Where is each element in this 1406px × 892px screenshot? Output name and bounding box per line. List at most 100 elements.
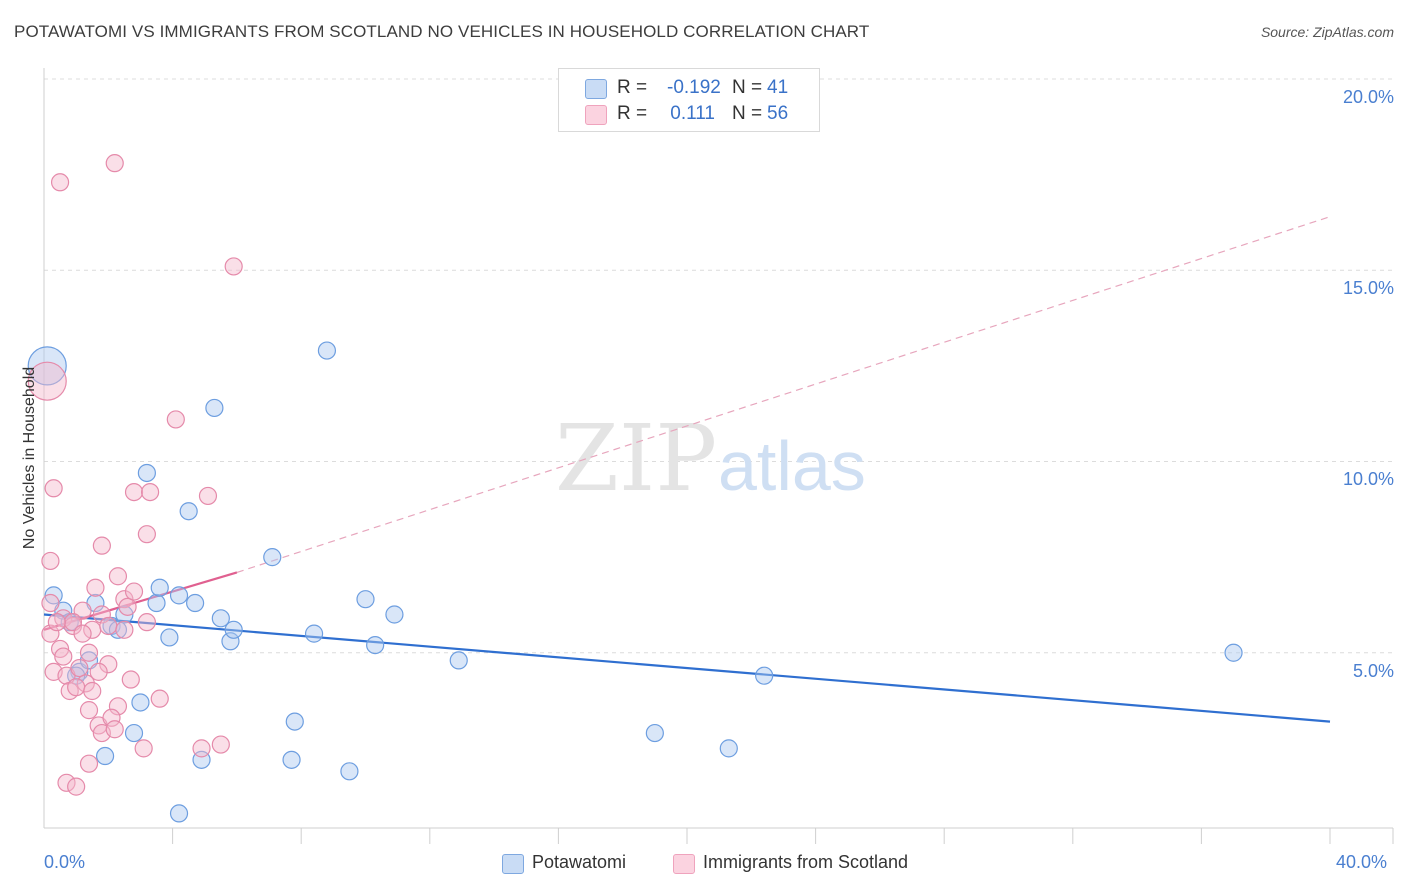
potawatomi-point (385, 605, 404, 624)
x-tick-label: 0.0% (44, 852, 86, 872)
scotland-point (137, 613, 156, 632)
r-value: -0.192 (667, 77, 721, 98)
potawatomi-point (224, 620, 243, 639)
scotland-point (224, 257, 243, 276)
scotland-swatch (585, 105, 607, 125)
scotland-point (67, 678, 86, 697)
scotland-point (121, 670, 140, 689)
scotland-point (140, 483, 160, 502)
scotland-point (41, 624, 60, 643)
scotland-point (41, 593, 60, 613)
potawatomi-point (137, 463, 156, 483)
r-value: 0.111 (670, 103, 715, 124)
scotland-point (79, 754, 99, 773)
scotland-point (166, 410, 185, 429)
potawatomi-swatch (585, 79, 607, 99)
stats-row-potawatomi: R = -0.192 N = 41 (559, 77, 819, 101)
potawatomi-point (169, 804, 189, 823)
scotland-point (137, 525, 156, 544)
potawatomi-point (645, 723, 664, 743)
potawatomi-point (108, 620, 128, 639)
potawatomi-point (150, 578, 169, 597)
potawatomi-point (755, 666, 774, 685)
potawatomi-point (27, 346, 67, 386)
potawatomi-point (449, 651, 468, 670)
n-label: N = (732, 103, 763, 124)
trend-layer (43, 216, 1331, 723)
r-label: R = (617, 77, 648, 98)
potawatomi-point (131, 693, 150, 712)
potawatomi-point (366, 635, 385, 655)
scotland-point (102, 708, 121, 727)
scotland-point (79, 643, 99, 662)
potawatomi-point (719, 739, 738, 758)
potawatomi-point (205, 398, 224, 418)
scotland-point (27, 361, 67, 401)
scotland-point (99, 616, 118, 636)
scotland-point (198, 486, 218, 506)
potawatomi-point (1224, 643, 1243, 662)
scotland-point (41, 551, 60, 571)
potawatomi-point (160, 628, 179, 647)
potawatomi-point (169, 586, 189, 605)
legend-label: Immigrants from Scotland (703, 852, 909, 872)
scotland-point (150, 689, 169, 708)
potawatomi-point (317, 341, 337, 360)
potawatomi-point (340, 762, 359, 781)
potawatomi-point (263, 548, 282, 567)
stats-row-scotland: R = 0.111 N = 56 (559, 103, 819, 127)
scotland-point (92, 536, 111, 555)
scotland-point (73, 624, 92, 643)
legend-swatch (502, 854, 524, 874)
y-axis-label: No Vehicles in Household (21, 366, 38, 550)
n-label: N = (732, 77, 763, 98)
scotland-point (134, 739, 153, 758)
legend-label: Potawatomi (532, 852, 627, 872)
potawatomi-point (179, 502, 198, 521)
y-tick-label: 20.0% (1342, 87, 1394, 107)
y-tick-label: 15.0% (1342, 278, 1394, 298)
scotland-point (99, 655, 118, 674)
scotland-point (89, 662, 108, 681)
potawatomi-point (95, 746, 115, 766)
y-tick-label: 5.0% (1352, 661, 1394, 681)
scotland-point (67, 777, 86, 796)
scotland-point (105, 154, 124, 173)
potawatomi-point (356, 590, 375, 609)
scotland-point (57, 773, 76, 792)
source-label: Source: ZipAtlas.com (1260, 24, 1394, 40)
potawatomi-point (304, 624, 324, 643)
potawatomi-point (285, 712, 304, 731)
scotland-point (79, 701, 99, 720)
scotland-point (83, 681, 102, 701)
scotland-point (54, 647, 73, 666)
scotland-point (70, 658, 89, 678)
scotland-point (124, 483, 144, 502)
grid-layer (44, 78, 1393, 654)
points-layer (27, 154, 1243, 823)
scotland-point (211, 735, 230, 754)
scotland-point (92, 605, 111, 624)
scotland-point (105, 720, 124, 739)
x-tick-label: 40.0% (1336, 852, 1388, 872)
scotland-point (108, 697, 128, 716)
axis-layer (43, 68, 1394, 844)
watermark: ZIP atlas (555, 405, 866, 512)
potawatomi-point (124, 723, 144, 743)
legend-swatch (673, 854, 695, 874)
n-value: 56 (767, 103, 789, 124)
scotland-point (192, 739, 211, 758)
watermark-atlas: atlas (718, 427, 866, 505)
potawatomi-trend-line (43, 613, 1331, 723)
potawatomi-point (221, 632, 240, 651)
scotland-point (118, 597, 137, 616)
scotland-point (108, 567, 128, 586)
scotland-point (115, 620, 134, 639)
scotland-point (124, 582, 144, 601)
potawatomi-point (282, 750, 301, 769)
stats-box: R = -0.192 N = 41 R = 0.111 N = 56 (558, 68, 820, 132)
potawatomi-point (186, 593, 205, 613)
watermark-zip: ZIP (555, 405, 717, 512)
scotland-point (47, 613, 66, 632)
